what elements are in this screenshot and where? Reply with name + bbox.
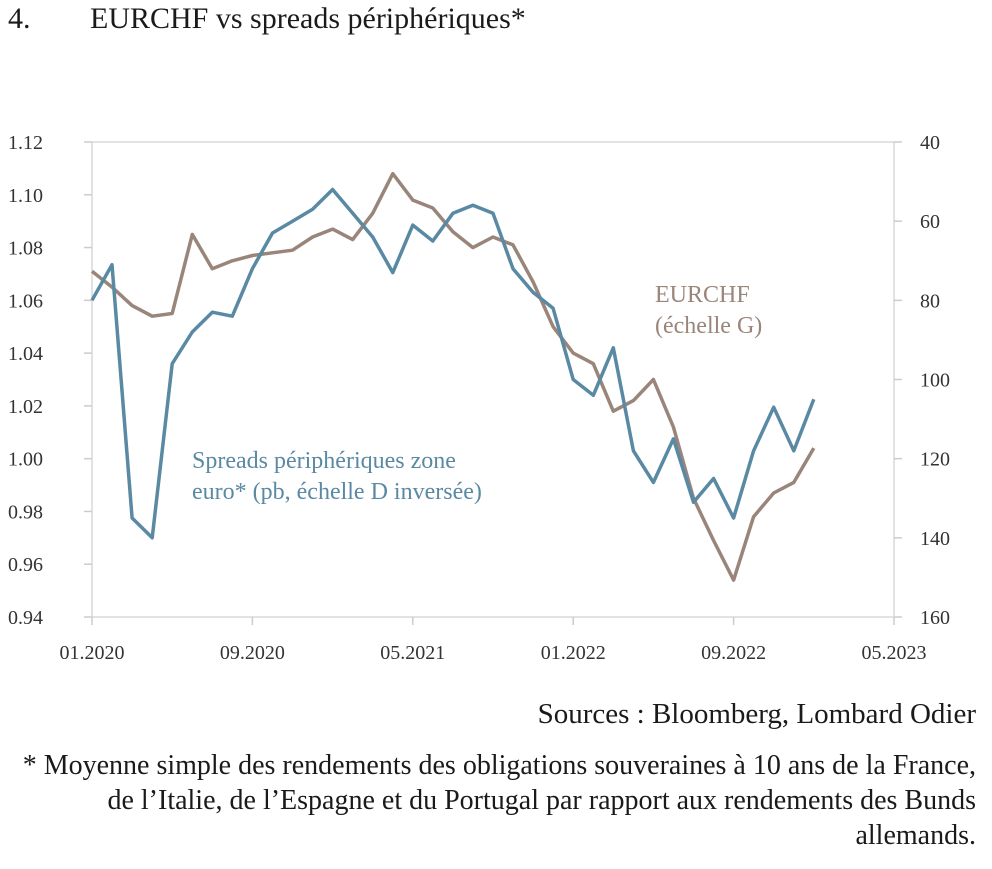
right-tick-label: 140 [920, 528, 950, 550]
left-tick-label: 1.10 [8, 185, 43, 207]
eurchf-series-label: (échelle G) [655, 313, 762, 339]
series-annotations: EURCHF (échelle G) Spreads périphériques z… [192, 282, 762, 505]
spreads-series-label: Spreads périphériques zone [192, 448, 456, 474]
sources-note: Sources : Bloomberg, Lombard Odier [537, 698, 976, 730]
figure-number: 4. [8, 2, 31, 35]
series-layer [90, 171, 816, 582]
spreads-series-label: euro* (pb, échelle D inversée) [192, 479, 482, 505]
chart-canvas: 0.94 0.96 0.98 1.00 1.02 1.04 1.06 1.08 1.10 1.12… [8, 132, 950, 664]
right-tick-label: 160 [920, 607, 950, 629]
left-tick-label: 1.04 [8, 343, 43, 365]
left-tick-label: 0.94 [8, 607, 43, 629]
eurchf-series-line [90, 171, 816, 582]
right-tick-label: 100 [920, 370, 950, 392]
right-axis-ticks: 40 60 80 100 120 140 160 [894, 132, 950, 629]
left-axis-ticks: 0.94 0.96 0.98 1.00 1.02 1.04 1.06 1.08 1.10 1.12 [8, 132, 92, 629]
left-tick-label: 1.08 [8, 238, 43, 260]
right-tick-label: 60 [920, 211, 940, 233]
figure-title: EURCHF vs spreads périphériques* [90, 2, 526, 35]
right-tick-label: 80 [920, 290, 940, 312]
right-tick-label: 40 [920, 132, 940, 154]
left-tick-label: 1.02 [8, 396, 43, 418]
x-tick-label: 09.2022 [701, 642, 766, 664]
footnote: * Moyenne simple des rendements des obli… [22, 750, 976, 851]
spreads-series-line [90, 187, 816, 540]
x-tick-label: 05.2023 [862, 642, 927, 664]
left-tick-label: 1.06 [8, 290, 43, 312]
eurchf-series-label: EURCHF [655, 282, 750, 308]
left-tick-label: 1.00 [8, 449, 43, 471]
left-tick-label: 0.96 [8, 554, 43, 576]
x-tick-label: 01.2022 [541, 642, 606, 664]
x-tick-label: 01.2020 [60, 642, 125, 664]
x-tick-label: 09.2020 [220, 642, 285, 664]
x-axis-ticks: 01.2020 09.2020 05.2021 01.2022 09.2022 05.20… [60, 617, 927, 664]
right-tick-label: 120 [920, 449, 950, 471]
left-tick-label: 1.12 [8, 132, 43, 154]
x-tick-label: 05.2021 [380, 642, 445, 664]
left-tick-label: 0.98 [8, 501, 43, 523]
